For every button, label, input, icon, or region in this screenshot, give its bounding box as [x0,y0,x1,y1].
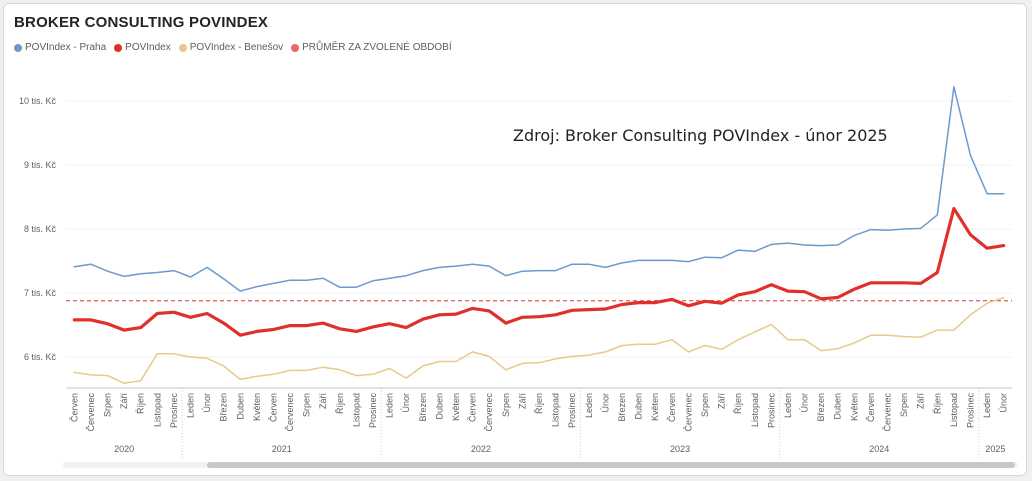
legend-marker-average [291,43,300,52]
x-tick-label: Prosinec [966,393,976,429]
x-tick-label: Říjen [534,393,544,414]
x-tick-label: Červenec [683,393,693,432]
legend-item-average[interactable]: PRŮMĚR ZA ZVOLENÉ OBDOBÍ [291,42,452,53]
x-tick-label: Září [717,393,727,410]
legend-item-povindex[interactable]: POVIndex [114,42,171,53]
x-tick-label: Listopad [949,393,959,427]
x-tick-label: Červenec [883,393,893,432]
x-tick-label: Březen [219,393,229,422]
x-tick-label: Únor [800,393,810,413]
x-tick-label: Duben [634,393,644,420]
x-tick-label: Červenec [86,393,96,432]
x-tick-label: Září [318,393,328,410]
x-tick-label: Květen [650,393,660,421]
x-tick-label: Duben [235,393,245,420]
x-tick-label: Leden [982,393,992,418]
x-tick-label: Září [517,393,527,410]
x-tick-label: Červenec [484,393,494,432]
y-tick-label: 10 tis. Kč [19,96,57,106]
x-tick-label: Červen [69,393,79,422]
x-tick-label: Červen [866,393,876,422]
legend-marker-benesov [178,43,187,52]
x-tick-label: Duben [833,393,843,420]
legend-label-benesov: POVIndex - Benešov [189,42,284,53]
x-tick-label: Listopad [152,393,162,427]
x-tick-label: Červen [667,393,677,422]
x-tick-label: Srpen [899,393,909,417]
legend-marker-povindex [114,43,123,52]
x-tick-label: Září [916,393,926,410]
x-tick-label: Březen [418,393,428,422]
year-label: 2021 [272,444,292,454]
x-tick-label: Leden [584,393,594,418]
x-tick-label: Říjen [136,393,146,414]
year-label: 2022 [471,444,491,454]
x-tick-label: Říjen [733,393,743,414]
x-tick-label: Únor [202,393,212,413]
legend-item-benesov[interactable]: POVIndex - Benešov [178,42,284,53]
x-tick-label: Prosinec [567,393,577,429]
x-tick-label: Červen [468,393,478,422]
legend: POVIndex - Praha POVIndex POVIndex - Ben… [14,42,452,53]
source-annotation: Zdroj: Broker Consulting POVIndex - únor… [513,126,888,145]
x-tick-label: Listopad [551,393,561,427]
x-tick-label: Květen [252,393,262,421]
x-tick-label: Prosinec [766,393,776,429]
x-tick-label: Říjen [335,393,345,414]
x-tick-label: Prosinec [368,393,378,429]
x-tick-label: Červenec [285,393,295,432]
year-label: 2020 [114,444,134,454]
legend-item-praha[interactable]: POVIndex - Praha [14,42,106,53]
x-tick-label: Březen [617,393,627,422]
x-tick-label: Únor [999,393,1009,413]
horizontal-scrollbar-thumb[interactable] [207,462,1015,468]
legend-label-praha: POVIndex - Praha [25,42,107,53]
x-tick-label: Srpen [103,393,113,417]
x-tick-label: Září [119,393,129,410]
x-tick-label: Listopad [750,393,760,427]
y-tick-label: 8 tis. Kč [24,224,57,234]
series-line-1 [72,206,1006,337]
x-tick-label: Listopad [351,393,361,427]
legend-label-average: PRŮMĚR ZA ZVOLENÉ OBDOBÍ [302,42,452,53]
x-tick-label: Prosinec [169,393,179,429]
year-label: 2024 [869,444,889,454]
x-tick-label: Srpen [302,393,312,417]
x-tick-label: Leden [385,393,395,418]
x-tick-label: Únor [401,393,411,413]
x-tick-label: Leden [186,393,196,418]
x-tick-label: Srpen [700,393,710,417]
chart-card [3,3,1027,476]
x-tick-label: Srpen [501,393,511,417]
x-tick-label: Duben [434,393,444,420]
x-tick-label: Květen [849,393,859,421]
x-tick-label: Leden [783,393,793,418]
x-tick-label: Březen [816,393,826,422]
chart-title: BROKER CONSULTING POVINDEX [14,14,269,31]
legend-marker-praha [14,43,22,52]
series-line-2 [73,296,1005,384]
y-tick-label: 9 tis. Kč [24,160,57,170]
x-tick-label: Červen [269,393,279,422]
year-label: 2025 [985,444,1005,454]
x-tick-label: Říjen [932,393,942,414]
legend-label-povindex: POVIndex [125,42,171,53]
y-tick-label: 7 tis. Kč [24,288,57,298]
year-label: 2023 [670,444,690,454]
y-tick-label: 6 tis. Kč [24,352,57,362]
series-line-0 [73,86,1005,292]
x-tick-label: Únor [600,393,610,413]
x-tick-label: Květen [451,393,461,421]
